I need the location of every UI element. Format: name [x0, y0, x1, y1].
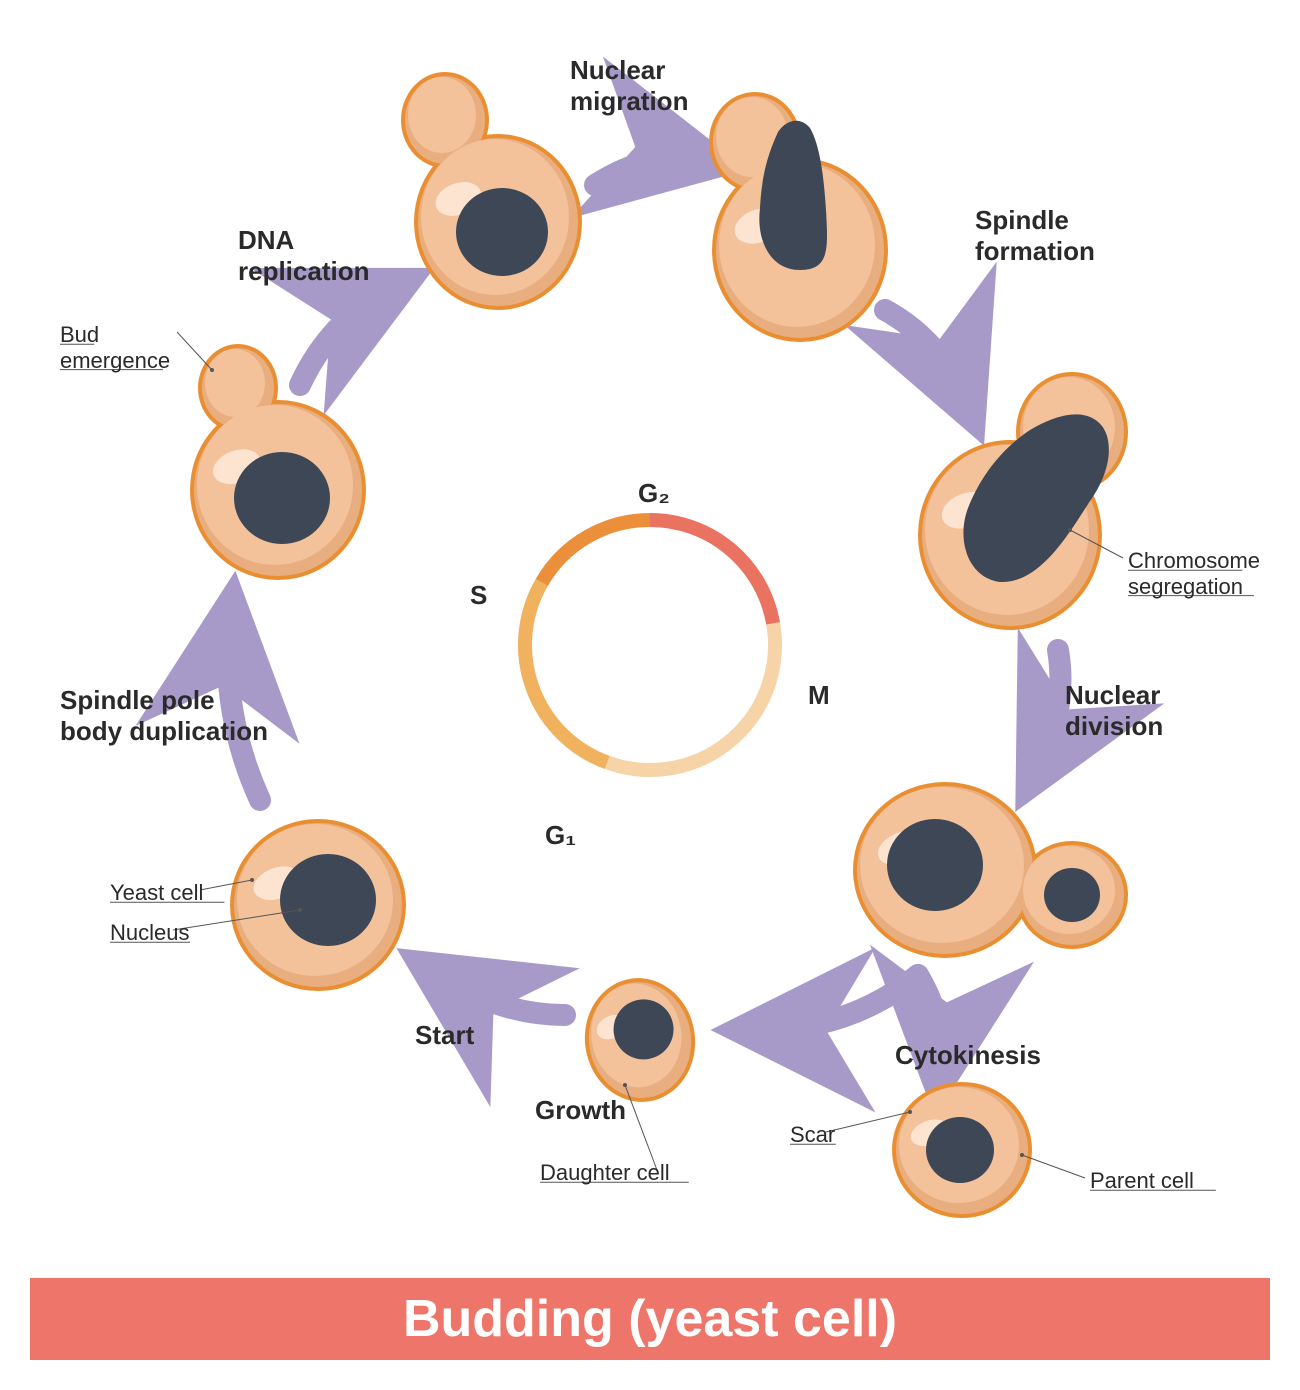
title-bar: Budding (yeast cell): [30, 1278, 1270, 1360]
annotation-daughter-cell: Daughter cell: [540, 1160, 670, 1186]
phase-label-G: G₁: [545, 820, 576, 851]
stage-label-dna-replication: DNA replication: [238, 225, 369, 287]
stage-label-spindle-formation: Spindle formation: [975, 205, 1095, 267]
stage-label-nuclear-division: Nuclear division: [1065, 680, 1163, 742]
annotation-yeast-cell: Yeast cell: [110, 880, 203, 906]
annotation-scar: Scar: [790, 1122, 835, 1148]
stage-label-spindle-pole-dup: Spindle pole body duplication: [60, 685, 268, 747]
stage-label-start: Start: [415, 1020, 474, 1051]
stage-label-cytokinesis: Cytokinesis: [895, 1040, 1041, 1071]
annotation-chromosome-segregation: Chromosome segregation: [1128, 548, 1260, 600]
diagram-canvas: Nuclear migration Chromosome segregation S…: [0, 0, 1300, 1390]
title-text: Budding (yeast cell): [403, 1290, 897, 1348]
annotation-bud-emergence: Bud emergence: [60, 322, 170, 374]
phase-label-M: M: [808, 680, 830, 711]
stage-label-nuclear-migration: Nuclear migration: [570, 55, 688, 117]
annotation-nucleus: Nucleus: [110, 920, 189, 946]
stage-label-growth: Growth: [535, 1095, 626, 1126]
annotation-parent-cell: Parent cell: [1090, 1168, 1194, 1194]
phase-label-S: S: [470, 580, 487, 611]
phase-label-G: G₂: [638, 478, 670, 509]
